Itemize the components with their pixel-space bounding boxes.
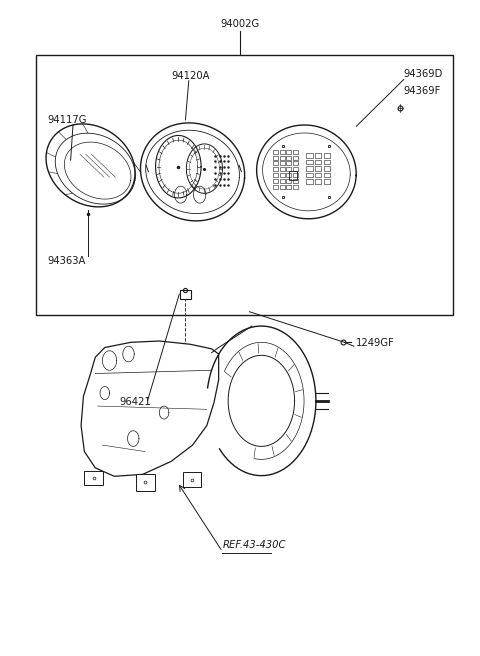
Bar [280,155,285,159]
Bar [273,179,278,183]
Bar [306,153,312,157]
Bar [280,173,285,177]
Text: 96421: 96421 [119,397,151,407]
Bar [293,179,298,183]
Bar [306,173,312,177]
Bar [324,166,330,171]
Polygon shape [81,341,219,476]
Text: 94120A: 94120A [171,71,210,81]
Bar [136,474,155,491]
Text: 1249GF: 1249GF [356,338,395,348]
Bar [84,471,103,485]
Text: 94117G: 94117G [48,115,87,125]
Bar [324,159,330,164]
Bar [315,159,321,164]
Bar [280,150,285,154]
Bar [287,161,291,165]
Bar [287,167,291,171]
Bar [287,155,291,159]
Bar [273,150,278,154]
Bar [273,167,278,171]
Bar [315,166,321,171]
Bar [280,185,285,189]
Bar [315,179,321,184]
Bar [293,161,298,165]
Bar [180,289,191,298]
Bar [273,173,278,177]
Bar [324,173,330,177]
Bar [287,173,291,177]
Bar [280,167,285,171]
Text: REF.43-430C: REF.43-430C [222,541,286,550]
Bar [36,55,454,315]
Bar [289,171,298,180]
Bar [293,155,298,159]
Bar [306,179,312,184]
Bar [293,167,298,171]
Bar [183,472,201,487]
Text: 94002G: 94002G [220,19,260,29]
Bar [273,161,278,165]
Bar [306,159,312,164]
Bar [315,173,321,177]
Text: 94369D: 94369D [404,69,443,79]
Bar [280,179,285,183]
Bar [324,179,330,184]
Bar [306,166,312,171]
Bar [315,153,321,157]
Text: 94363A: 94363A [48,256,86,266]
Bar [324,153,330,157]
Text: 94369F: 94369F [404,87,441,96]
Bar [287,150,291,154]
Bar [273,185,278,189]
Bar [273,155,278,159]
Bar [287,179,291,183]
Bar [287,185,291,189]
Bar [280,161,285,165]
Bar [293,185,298,189]
Bar [293,173,298,177]
Bar [293,150,298,154]
